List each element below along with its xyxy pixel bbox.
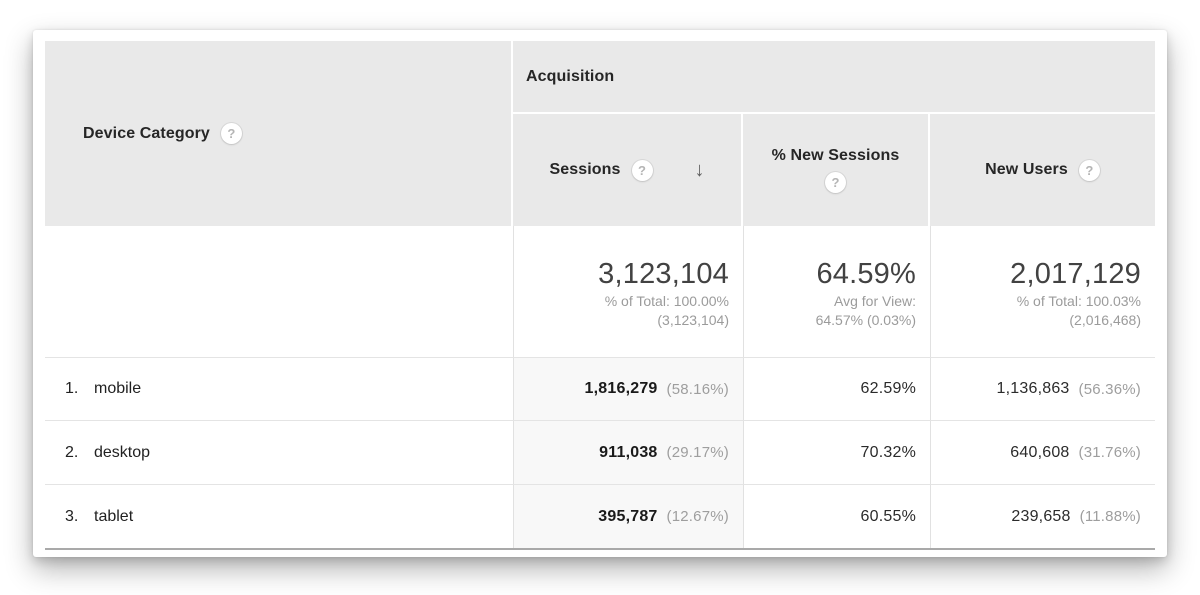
- dimension-header-label[interactable]: Device Category: [83, 124, 210, 142]
- table-row-new-sessions-cell: 62.59%: [743, 358, 930, 421]
- sessions-value: 1,816,279: [584, 380, 658, 397]
- sessions-value: 395,787: [598, 507, 658, 525]
- summary-new-sessions-cell: 64.59% Avg for View: 64.57% (0.03%): [743, 226, 930, 358]
- sessions-share: (58.16%): [666, 380, 729, 398]
- new-users-share: (11.88%): [1079, 508, 1141, 525]
- new-users-share: (56.36%): [1078, 380, 1141, 398]
- new-sessions-value: 60.55%: [860, 507, 916, 525]
- row-rank: 1.: [65, 380, 79, 397]
- new-sessions-header-label[interactable]: % New Sessions: [771, 147, 900, 164]
- sessions-share: (12.67%): [666, 508, 729, 525]
- new-users-total-subtext: % of Total: 100.03%: [1016, 292, 1141, 309]
- analytics-report-card: Device Category ? Acquisition Sessions ?…: [33, 30, 1167, 557]
- new-users-value: 239,658: [1011, 507, 1071, 525]
- summary-sessions-cell: 3,123,104 % of Total: 100.00% (3,123,104…: [513, 226, 743, 358]
- summary-dimension-cell: [45, 226, 513, 358]
- sessions-total-subtext: % of Total: 100.00%: [604, 292, 729, 309]
- table-row-new-sessions-cell: 70.32%: [743, 421, 930, 485]
- table-row-sessions-cell: 395,787 (12.67%): [513, 485, 743, 548]
- device-label: tablet: [94, 507, 134, 525]
- new-users-share: (31.76%): [1078, 444, 1141, 461]
- table-row-new-users-cell: 640,608 (31.76%): [930, 421, 1155, 485]
- help-icon[interactable]: ?: [631, 159, 653, 181]
- device-label: mobile: [94, 380, 142, 397]
- new-sessions-avg-subtext: Avg for View:: [834, 292, 916, 309]
- help-icon[interactable]: ?: [220, 123, 242, 144]
- new-users-column-header[interactable]: New Users ?: [930, 114, 1155, 226]
- new-users-total-value: 2,017,129: [1010, 257, 1141, 290]
- new-sessions-avg-value: 64.59%: [816, 257, 916, 290]
- summary-new-users-cell: 2,017,129 % of Total: 100.03% (2,016,468…: [930, 226, 1155, 358]
- sessions-share: (29.17%): [666, 444, 729, 461]
- sessions-value: 911,038: [599, 443, 658, 461]
- sessions-header-label[interactable]: Sessions: [549, 161, 621, 178]
- acquisition-group-header: Acquisition: [513, 41, 1155, 114]
- new-sessions-value: 62.59%: [860, 380, 916, 397]
- table-row-device-cell: 2. desktop: [45, 421, 513, 485]
- new-users-value: 1,136,863: [996, 380, 1070, 397]
- sessions-column-header[interactable]: Sessions ? ↓: [513, 114, 743, 226]
- new-users-header-label[interactable]: New Users: [985, 161, 1068, 178]
- table-row-new-sessions-cell: 60.55%: [743, 485, 930, 548]
- sessions-total-value: 3,123,104: [598, 257, 729, 290]
- new-sessions-avg-subtext2: 64.57% (0.03%): [815, 311, 916, 328]
- device-label: desktop: [94, 443, 151, 461]
- new-users-total-subtext2: (2,016,468): [1069, 311, 1141, 328]
- sort-descending-arrow-icon[interactable]: ↓: [694, 159, 705, 181]
- dimension-column-header[interactable]: Device Category ?: [45, 41, 513, 226]
- row-rank: 3.: [65, 507, 79, 525]
- table-row-device-cell: 1. mobile: [45, 358, 513, 421]
- new-sessions-column-header[interactable]: % New Sessions ?: [743, 114, 930, 226]
- table-row-new-users-cell: 239,658 (11.88%): [930, 485, 1155, 548]
- new-sessions-value: 70.32%: [860, 443, 916, 461]
- help-icon[interactable]: ?: [825, 172, 846, 193]
- table-row-device-cell: 3. tablet: [45, 485, 513, 548]
- new-users-value: 640,608: [1010, 443, 1070, 461]
- help-icon[interactable]: ?: [1078, 159, 1100, 181]
- sessions-total-subtext2: (3,123,104): [657, 311, 729, 328]
- row-rank: 2.: [65, 443, 79, 461]
- device-category-table: Device Category ? Acquisition Sessions ?…: [45, 41, 1155, 550]
- table-row-sessions-cell: 1,816,279 (58.16%): [513, 358, 743, 421]
- table-row-new-users-cell: 1,136,863 (56.36%): [930, 358, 1155, 421]
- acquisition-group-label: Acquisition: [526, 67, 615, 85]
- table-row-sessions-cell: 911,038 (29.17%): [513, 421, 743, 485]
